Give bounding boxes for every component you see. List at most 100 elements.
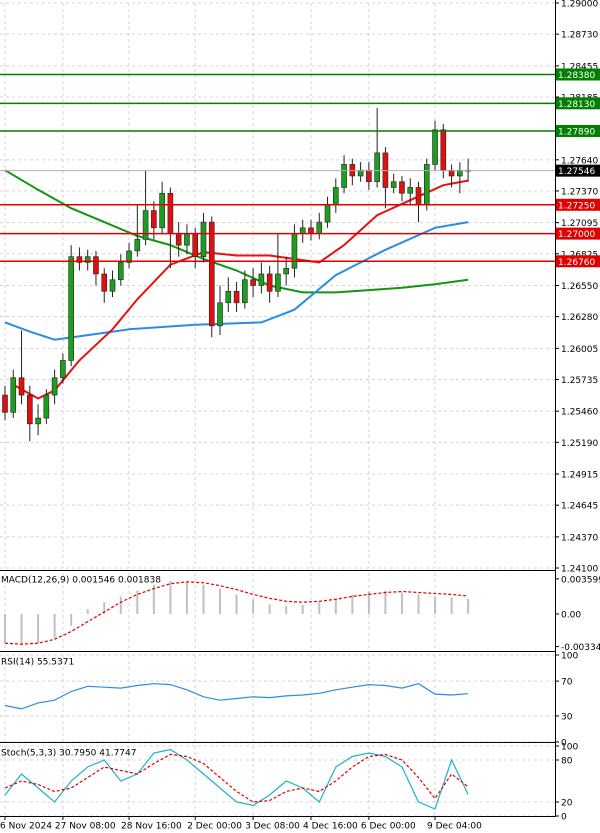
candle-body <box>283 267 289 275</box>
candle-body <box>399 181 405 194</box>
indicator-title: RSI(14) 55.5371 <box>1 658 74 668</box>
candle-body <box>192 233 199 257</box>
candle-body <box>159 192 165 229</box>
candle-body <box>390 181 397 188</box>
y-tick-label: 0.00 <box>561 610 581 620</box>
candle-body <box>266 273 273 292</box>
candle-body <box>43 394 50 419</box>
y-tick-label: 20 <box>561 799 573 809</box>
candle-body <box>225 290 232 304</box>
y-tick-label: 30 <box>561 712 573 722</box>
y-tick-label: -0.003345 <box>561 643 600 653</box>
level-label-bg <box>556 124 600 137</box>
level-label-bg <box>556 97 600 110</box>
candle-body <box>84 256 91 263</box>
candle-body <box>217 302 223 327</box>
candle-body <box>117 262 124 281</box>
x-tick-label: 27 Nov 08:00 <box>55 822 116 832</box>
y-tick-label: 100 <box>561 743 578 753</box>
candle-body <box>242 279 248 304</box>
candle-body <box>208 221 215 327</box>
candle-body <box>258 273 265 286</box>
candle-body <box>167 192 174 234</box>
level-label: 1.28380 <box>558 71 595 81</box>
level-label: 1.26760 <box>558 258 595 268</box>
y-tick-label: 0.003599 <box>561 575 600 585</box>
y-tick-label: 1.24645 <box>561 502 598 512</box>
y-tick-label: 1.25190 <box>561 439 598 449</box>
candle-body <box>275 273 281 292</box>
indicator-line <box>4 748 469 810</box>
candle-body <box>316 221 323 234</box>
candle-body <box>35 417 41 425</box>
x-tick-label: 6 Nov 2024 <box>0 822 52 832</box>
x-tick-label: 9 Dec 04:00 <box>427 822 482 832</box>
level-label-bg <box>556 227 600 240</box>
x-tick-label: 4 Dec 16:00 <box>303 822 358 832</box>
candle-body <box>415 187 422 206</box>
y-tick-label: 1.27370 <box>561 187 598 197</box>
candle-body <box>374 152 380 183</box>
indicator-line <box>4 581 469 645</box>
indicator-line <box>4 753 469 803</box>
level-label: 1.28130 <box>558 100 595 110</box>
level-label-bg <box>556 68 600 81</box>
indicator-line <box>12 179 469 400</box>
candle-body <box>233 290 240 304</box>
candle-body <box>366 169 372 183</box>
indicator-line <box>4 683 469 710</box>
x-tick-label: 2 Dec 00:00 <box>187 822 242 832</box>
y-tick-label: 1.28730 <box>561 31 598 41</box>
candle-body <box>440 129 447 171</box>
candle-body <box>10 377 17 413</box>
y-tick-label: 0 <box>561 813 567 823</box>
candle-body <box>250 279 256 286</box>
candle-body <box>126 250 132 263</box>
indicator-line <box>4 221 469 341</box>
y-tick-label: 1.28455 <box>561 62 598 72</box>
y-tick-label: 1.24100 <box>561 565 598 575</box>
y-tick-label: 1.25460 <box>561 408 598 418</box>
x-tick-label: 6 Dec 00:00 <box>361 822 416 832</box>
y-tick-label: 1.26280 <box>561 313 598 323</box>
level-label: 1.27000 <box>558 230 595 240</box>
level-label-bg <box>556 255 600 268</box>
candle-body <box>308 227 314 234</box>
y-tick-label: 1.29000 <box>561 0 598 10</box>
candle-body <box>101 273 108 292</box>
y-tick-label: 1.25735 <box>561 376 598 386</box>
y-tick-label: 1.26550 <box>561 282 598 292</box>
candle-body <box>51 377 58 396</box>
y-tick-label: 1.24370 <box>561 533 598 543</box>
y-tick-label: 1.24915 <box>561 471 598 481</box>
candle-body <box>332 187 339 206</box>
candle-body <box>432 129 438 165</box>
current-price-bg <box>556 164 600 177</box>
candle-body <box>93 256 99 275</box>
y-tick-label: 100 <box>561 652 578 662</box>
y-tick-label: 0 <box>561 739 567 749</box>
candle-body <box>175 233 182 246</box>
candle-body <box>27 394 33 425</box>
candle-body <box>291 233 298 269</box>
candle-body <box>142 210 149 240</box>
candle-body <box>68 256 74 361</box>
y-tick-label: 70 <box>561 678 573 688</box>
level-label: 1.27250 <box>558 201 595 211</box>
candle-body <box>134 239 141 252</box>
candle-body <box>341 164 347 188</box>
candle-body <box>60 360 66 379</box>
x-tick-label: 3 Dec 08:00 <box>245 822 300 832</box>
candle-body <box>184 233 190 246</box>
y-tick-label: 80 <box>561 757 573 767</box>
y-tick-label: 1.27095 <box>561 219 598 229</box>
candle-body <box>76 256 83 263</box>
candle-body <box>200 221 207 257</box>
y-tick-label: 1.27640 <box>561 156 598 166</box>
candle-body <box>109 279 116 292</box>
indicator-title: MACD(12,26,9) 0.001546 0.001838 <box>1 576 161 586</box>
candle-body <box>299 227 306 234</box>
candle-body <box>407 187 414 194</box>
